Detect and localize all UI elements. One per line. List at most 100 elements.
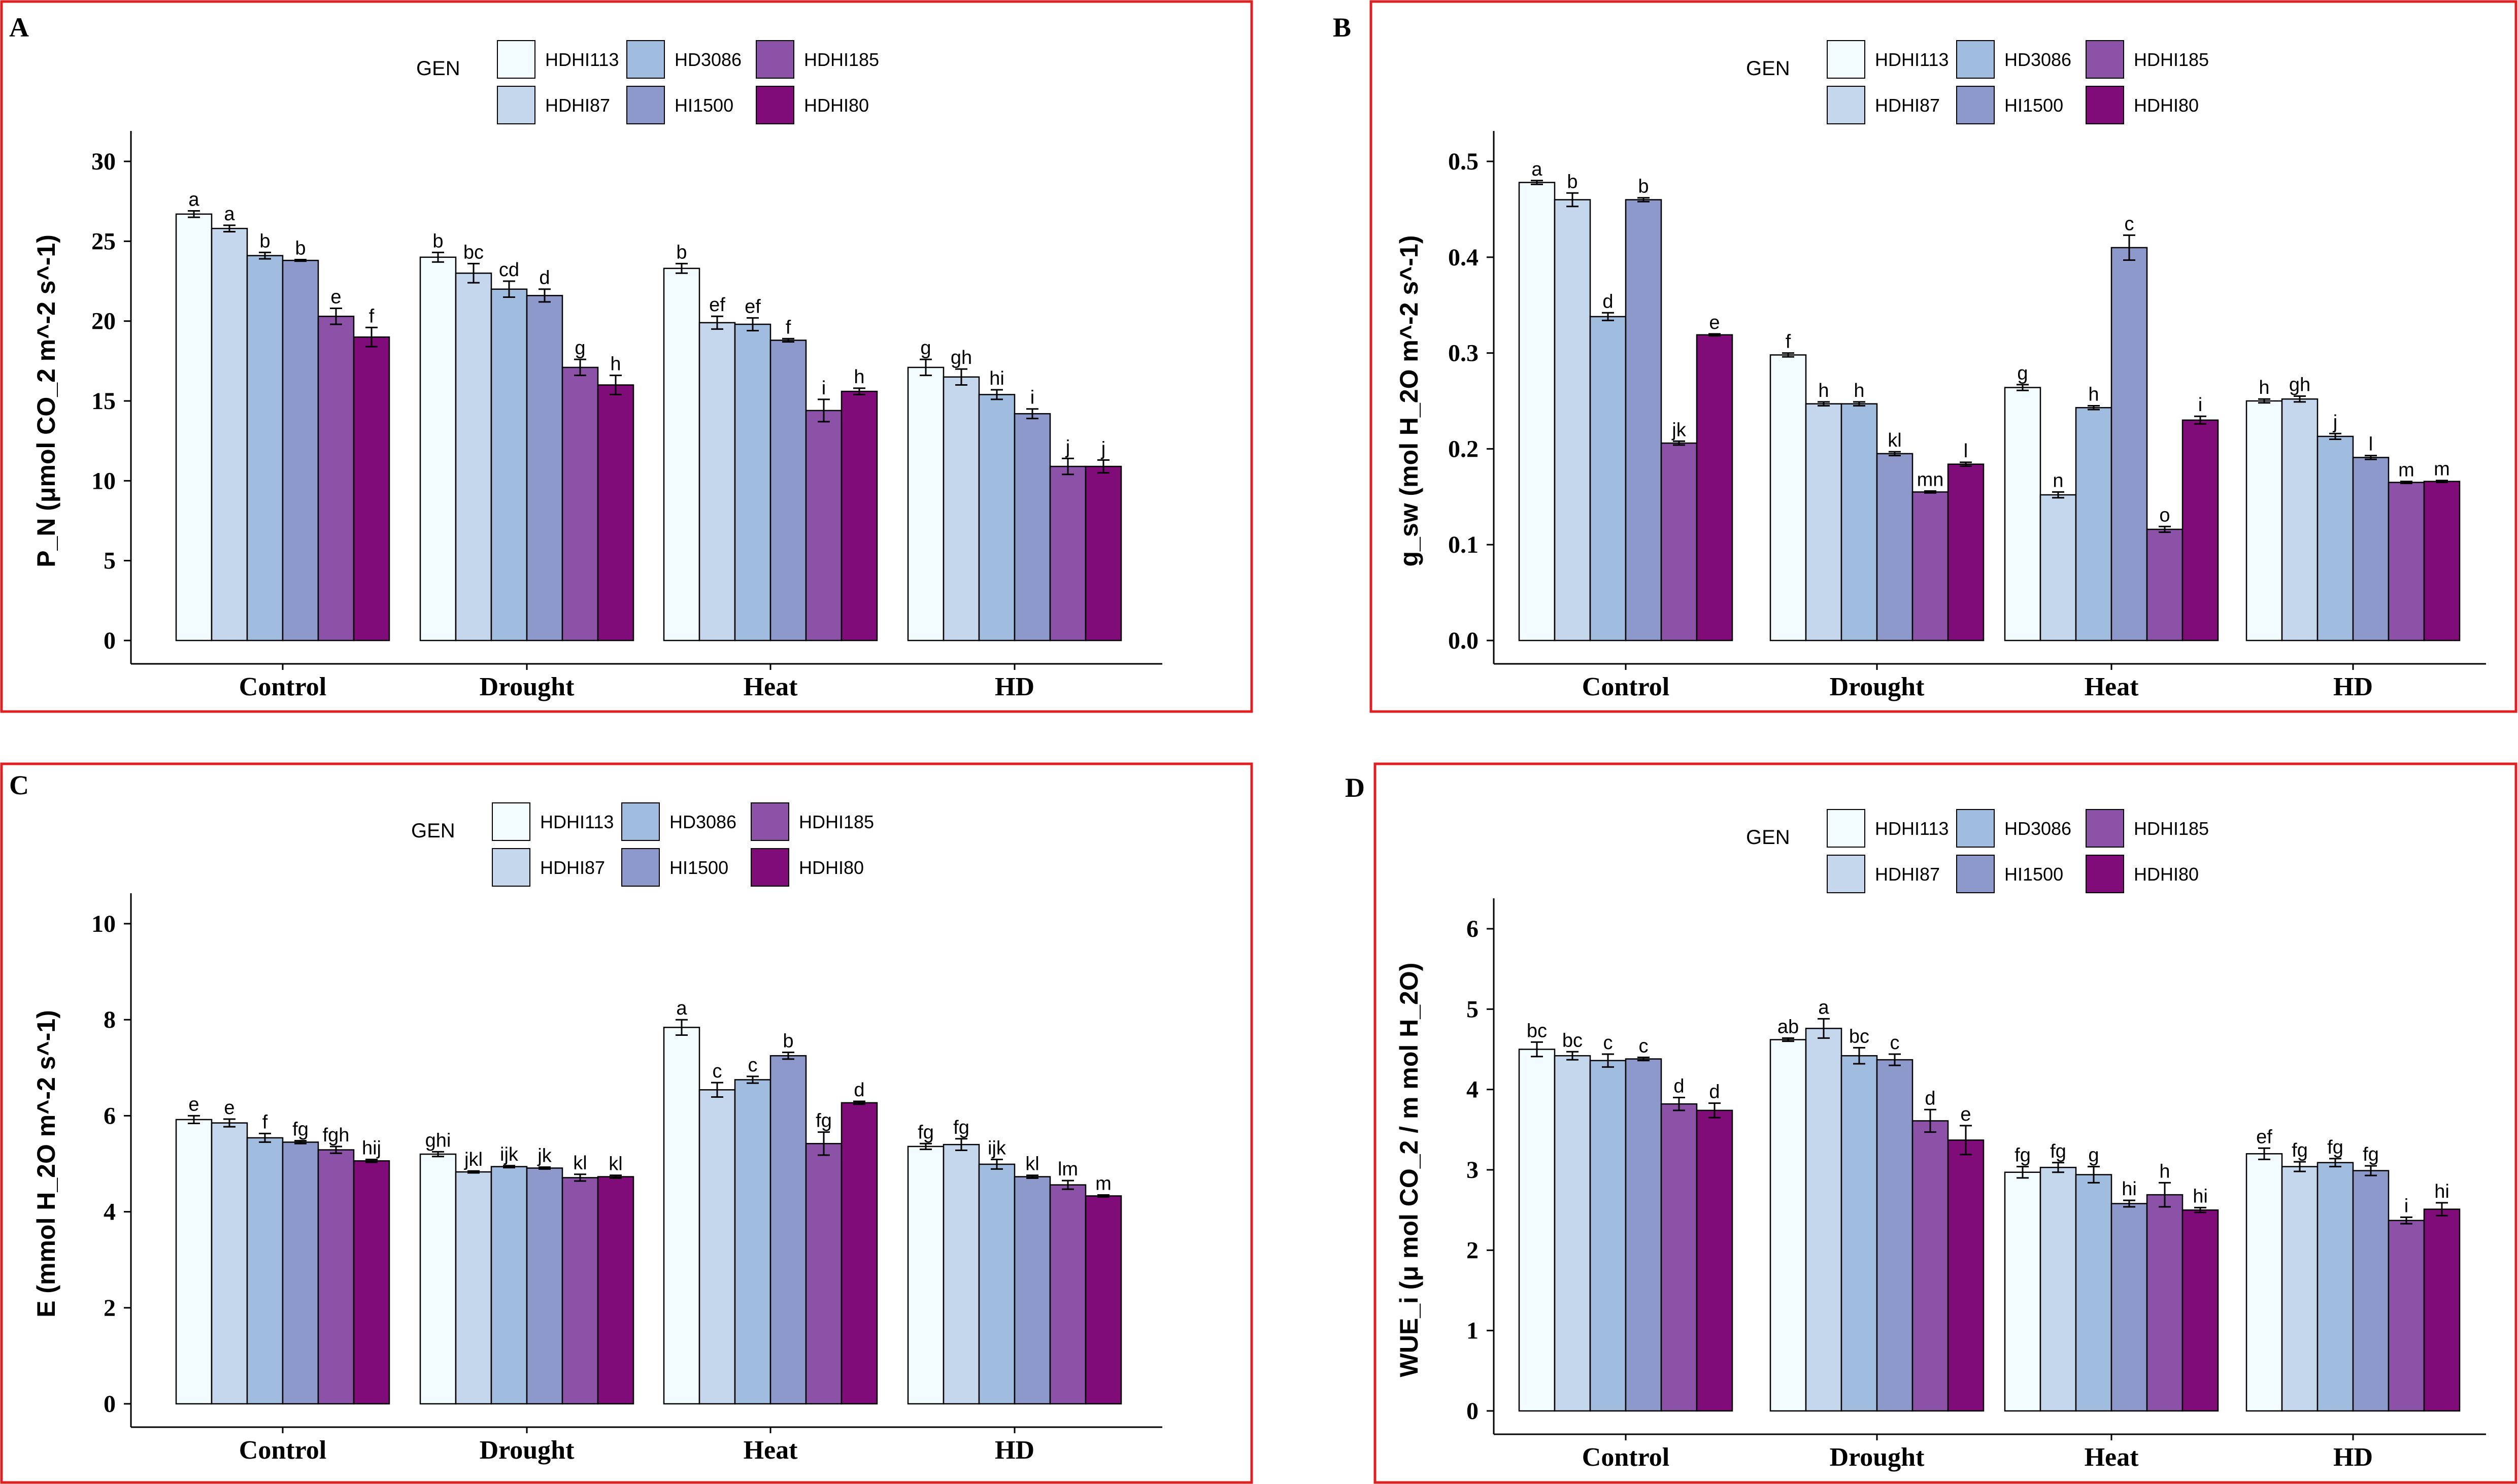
chart-panel-B: B GEN HDHI113 HD3086 HDHI185 HDHI87 HI1500 HDHI… — [1333, 0, 2517, 713]
significance-label: ijk — [500, 1144, 519, 1165]
legend-label: HDHI87 — [1875, 95, 1940, 116]
bar-HDHI185-HD — [2388, 482, 2425, 642]
bar-HDHI87-Drought — [455, 273, 492, 642]
x-tick-label: Drought — [480, 1436, 575, 1465]
legend-swatch — [1827, 86, 1865, 124]
legend-label: HDHI113 — [545, 49, 619, 70]
bar-HDHI185-Heat — [2146, 1194, 2184, 1412]
bar-HDHI80-Control — [1696, 1109, 1733, 1412]
bar-HDHI185-Drought — [1911, 1120, 1949, 1412]
y-tick-label: 0.3 — [1448, 340, 1479, 367]
legend-label: HD3086 — [675, 49, 742, 70]
legend-swatch — [751, 802, 789, 841]
legend-label: HI1500 — [675, 95, 733, 116]
bar-HDHI87-Drought — [1805, 403, 1842, 642]
significance-label: b — [1638, 176, 1649, 197]
legend-title: GEN — [1746, 826, 1790, 849]
bar-HDHI185-Control — [317, 315, 355, 642]
bar-HDHI113-Heat — [2004, 1171, 2041, 1412]
significance-label: g — [2017, 363, 2028, 384]
bar-HDHI87-Heat — [2039, 494, 2077, 642]
x-tick-label: Drought — [1830, 672, 1925, 701]
legend-label: HI1500 — [2004, 864, 2063, 885]
legend-label: HDHI185 — [2134, 49, 2209, 70]
significance-label: j — [1065, 436, 1070, 458]
significance-label: j — [1101, 438, 1105, 459]
x-tick-label: HD — [995, 1436, 1034, 1465]
significance-label: h — [854, 366, 864, 388]
significance-label: e — [1709, 312, 1720, 333]
x-tick-label: Heat — [2085, 1443, 2139, 1472]
significance-label: kl — [1025, 1154, 1039, 1175]
bar-HI1500-Control — [1625, 199, 1662, 642]
significance-label: bc — [463, 242, 484, 263]
significance-label: h — [1854, 380, 1864, 401]
y-tick-label: 4 — [104, 1199, 116, 1226]
bar-HI1500-Drought — [1876, 453, 1913, 642]
legend-swatch — [2086, 809, 2124, 848]
significance-label: a — [676, 998, 687, 1019]
y-tick-label: 0.4 — [1448, 244, 1479, 271]
significance-label: c — [1603, 1032, 1613, 1054]
bar-HDHI80-Drought — [597, 1176, 634, 1405]
bar-HI1500-Control — [282, 259, 319, 642]
y-tick-label: 10 — [91, 467, 116, 494]
y-axis-title: g_sw (mol H_2O m^-2 s^-1) — [1395, 235, 1423, 566]
significance-label: kl — [573, 1153, 587, 1174]
bar-HI1500-Drought — [526, 295, 563, 642]
significance-label: i — [2198, 394, 2202, 416]
legend-swatch — [492, 848, 530, 887]
legend: GEN HDHI113 HD3086 HDHI185 HDHI87 HI1500 HDHI8… — [416, 40, 879, 124]
significance-label: b — [676, 242, 687, 263]
significance-label: a — [188, 189, 199, 211]
significance-label: ef — [709, 294, 725, 316]
bar-HDHI185-Heat — [805, 410, 843, 642]
bar-HI1500-Heat — [2110, 247, 2148, 642]
bar-HDHI185-HD — [1049, 1184, 1087, 1405]
bar-HD3086-Heat — [2075, 407, 2112, 642]
legend-label: HD3086 — [669, 812, 736, 832]
bar-HDHI80-Heat — [841, 390, 878, 642]
legend-label: HD3086 — [2004, 818, 2071, 839]
bar-HDHI113-Heat — [663, 1027, 700, 1405]
panel-letter: D — [1345, 772, 1365, 803]
significance-label: e — [224, 1097, 234, 1119]
y-tick-label: 3 — [1466, 1157, 1479, 1184]
legend-label: HI1500 — [2004, 95, 2063, 116]
significance-label: b — [259, 230, 270, 252]
x-tick-label: Heat — [744, 672, 798, 701]
significance-label: hi — [2122, 1178, 2137, 1200]
bar-HDHI113-Heat — [2004, 387, 2041, 642]
legend-swatch — [621, 802, 660, 841]
significance-label: e — [188, 1094, 199, 1115]
significance-label: b — [783, 1031, 793, 1052]
significance-label: h — [1818, 380, 1829, 401]
bar-HDHI80-Drought — [597, 384, 634, 642]
x-tick-label: HD — [2333, 672, 2373, 701]
legend-label: HDHI80 — [804, 95, 869, 116]
panel-letter: C — [9, 770, 29, 800]
chart-panel-A: A GEN HDHI113 HD3086 HDHI185 HDHI87 HI1500 HDHI… — [0, 0, 1253, 713]
significance-label: bc — [1527, 1020, 1547, 1041]
bar-HDHI113-Drought — [1769, 354, 1807, 642]
significance-label: mn — [1917, 469, 1944, 490]
y-tick-label: 15 — [91, 388, 116, 415]
significance-label: hij — [362, 1137, 381, 1159]
bar-HDHI80-HD — [2423, 481, 2461, 642]
legend-label: HDHI80 — [799, 857, 864, 878]
legend-swatch — [497, 40, 535, 79]
legend-label: HDHI185 — [2134, 818, 2209, 839]
panel-frame — [0, 762, 1253, 1484]
significance-label: fgh — [323, 1125, 350, 1146]
bar-HI1500-HD — [1014, 413, 1051, 642]
bar-HDHI185-Control — [1660, 1103, 1698, 1412]
significance-label: d — [539, 267, 550, 289]
significance-label: c — [748, 1055, 758, 1076]
significance-label: m — [2434, 459, 2450, 480]
significance-label: l — [1964, 441, 1968, 462]
bar-HDHI113-Drought — [1769, 1039, 1807, 1412]
bar-HI1500-Drought — [526, 1167, 563, 1405]
significance-label: cd — [499, 259, 519, 281]
significance-label: fg — [2015, 1145, 2031, 1166]
significance-label: hi — [989, 368, 1004, 389]
